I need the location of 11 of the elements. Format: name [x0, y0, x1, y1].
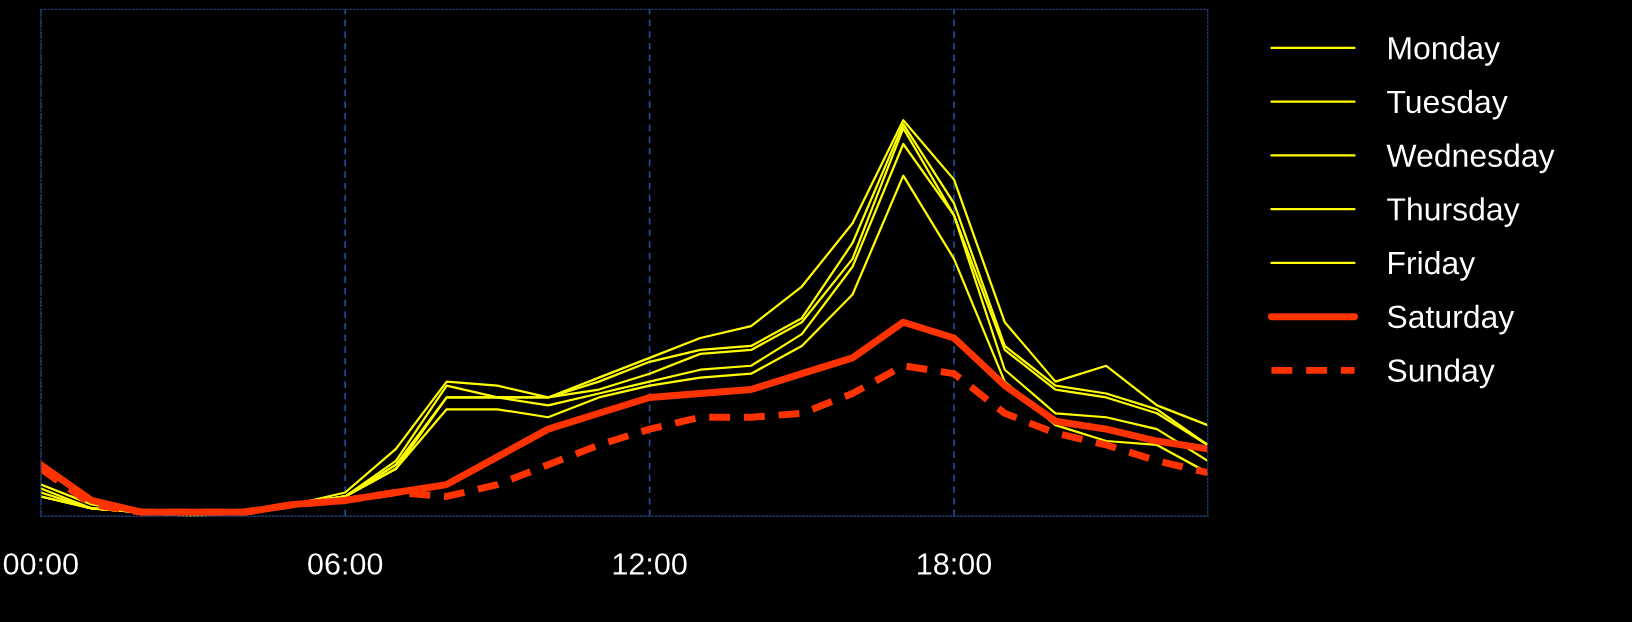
legend-label: Wednesday: [1386, 143, 1555, 174]
legend-label: Thursday: [1387, 197, 1520, 227]
x-tick-label: 06:00: [308, 553, 383, 575]
x-tick-label: 18:00: [918, 553, 992, 575]
legend-label: Tuesday: [1387, 89, 1508, 120]
legend-label: Saturday: [1387, 304, 1515, 335]
legend-label: Monday: [1389, 36, 1501, 66]
x-tick-label: 00:00: [3, 553, 78, 575]
x-tick-label: 12:00: [613, 553, 687, 575]
legend-label: Sunday: [1387, 358, 1495, 389]
legend-label: Friday: [1389, 250, 1476, 281]
